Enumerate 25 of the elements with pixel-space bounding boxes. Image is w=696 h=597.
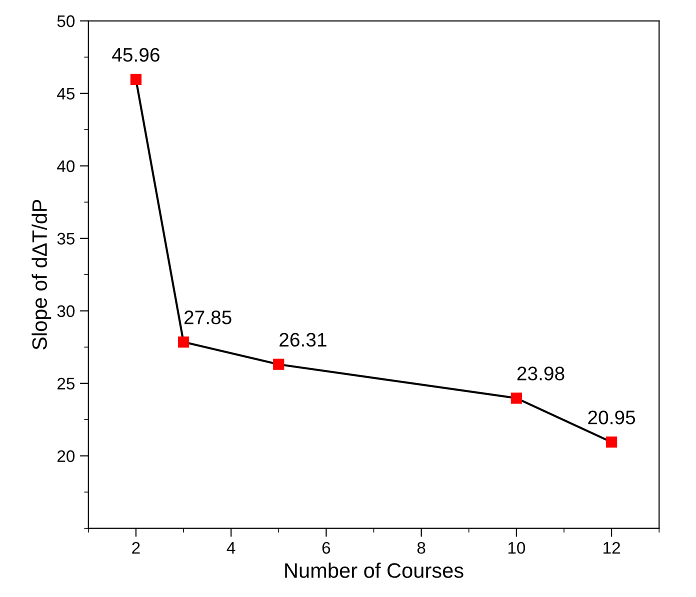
point — [510, 392, 522, 404]
data-label: 45.96 — [112, 48, 160, 62]
y-tick-label: 45 — [57, 88, 74, 100]
point — [606, 436, 618, 448]
x-tick-label: 2 — [132, 542, 140, 554]
point — [130, 74, 142, 86]
data-label: 23.98 — [517, 366, 564, 380]
x-tick-label: 12 — [604, 542, 620, 554]
y-axis-title: Slope of dΔT/dP — [32, 200, 52, 350]
point — [178, 336, 190, 348]
data-label: 26.31 — [280, 332, 326, 347]
x-tick-label: 6 — [322, 542, 330, 554]
y-tick-label: 50 — [57, 15, 75, 28]
x-tick-label: 8 — [417, 542, 426, 554]
point — [273, 358, 284, 370]
y-tick-label: 20 — [58, 450, 75, 462]
y-tick-label: 35 — [57, 232, 74, 245]
x-tick-label: 4 — [226, 542, 236, 554]
data-label: 20.95 — [588, 410, 636, 424]
x-axis-title: Number of Courses — [285, 562, 464, 578]
x-tick-label: 10 — [508, 542, 526, 554]
y-tick-label: 40 — [57, 160, 75, 172]
data-label: 27.85 — [184, 310, 232, 324]
y-tick-label: 25 — [58, 378, 74, 390]
y-tick-label: 30 — [57, 305, 75, 318]
